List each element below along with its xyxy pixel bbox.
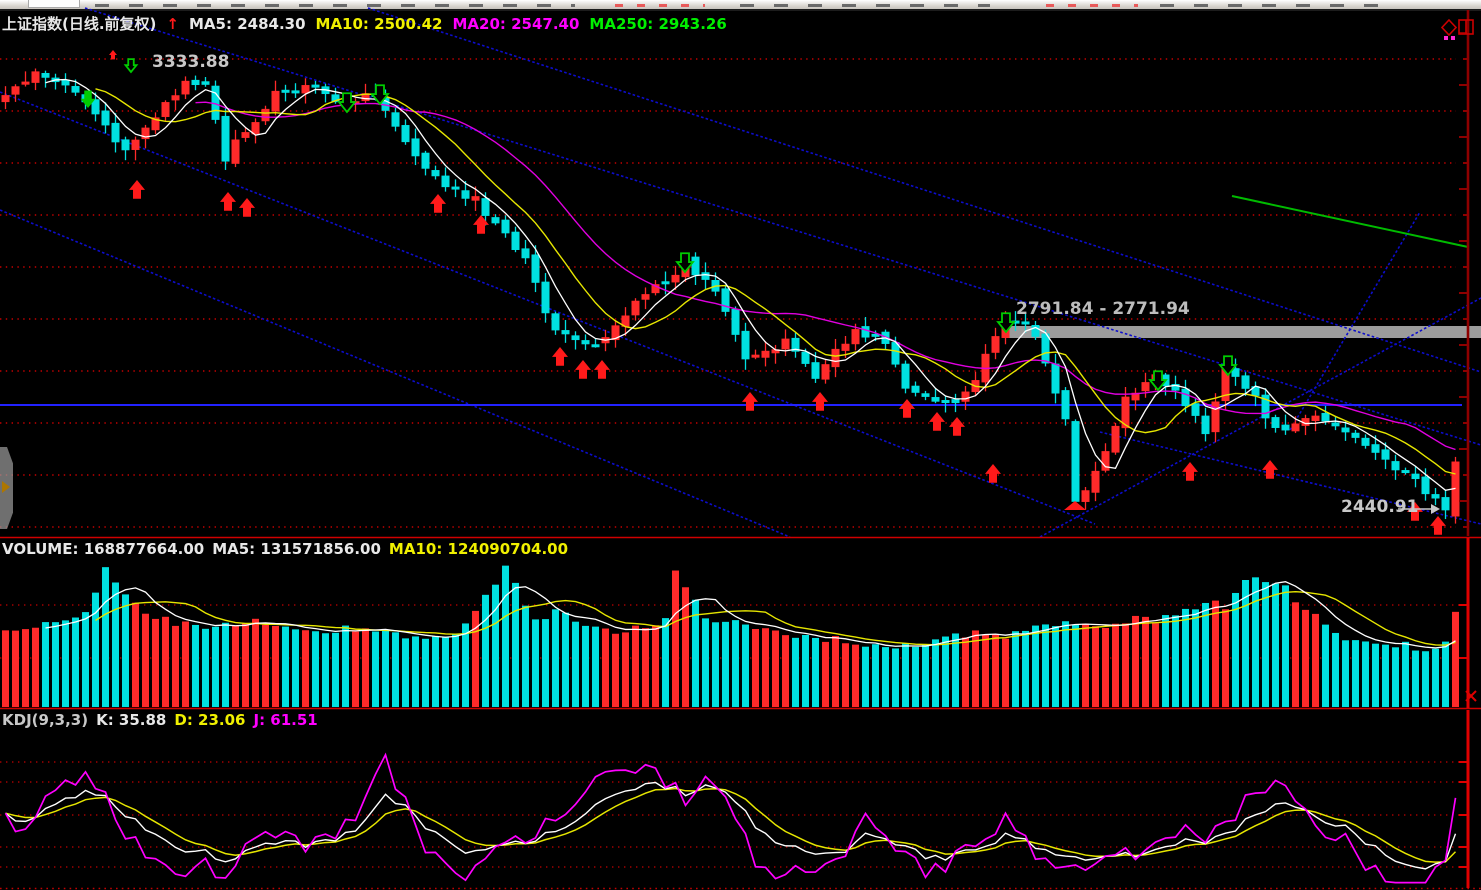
menu-text-remnant-red [1046, 4, 1138, 7]
sidebar-flyout-handle[interactable] [0, 447, 13, 529]
volume-bars [2, 565, 1459, 707]
candles [1, 68, 1460, 524]
menu-text-remnant [95, 4, 575, 7]
menu-text-remnant [1160, 4, 1380, 7]
menu-item-highlight[interactable] [28, 0, 80, 8]
menu-text-remnant [740, 4, 990, 7]
volume-pane [0, 536, 1481, 710]
window-split-icon[interactable] [1458, 19, 1475, 36]
close-pane-icon[interactable] [1464, 689, 1478, 703]
flyout-arrow-icon [2, 481, 10, 493]
signal-markers [80, 50, 1446, 535]
menu-text-remnant-red [615, 4, 705, 7]
kdj-pane [0, 710, 1481, 890]
marker-legend-dashes [1444, 36, 1456, 40]
diamond-tool-icon[interactable] [1441, 19, 1457, 36]
menu-bar[interactable] [0, 0, 1481, 11]
price-pane [0, 7, 1481, 538]
